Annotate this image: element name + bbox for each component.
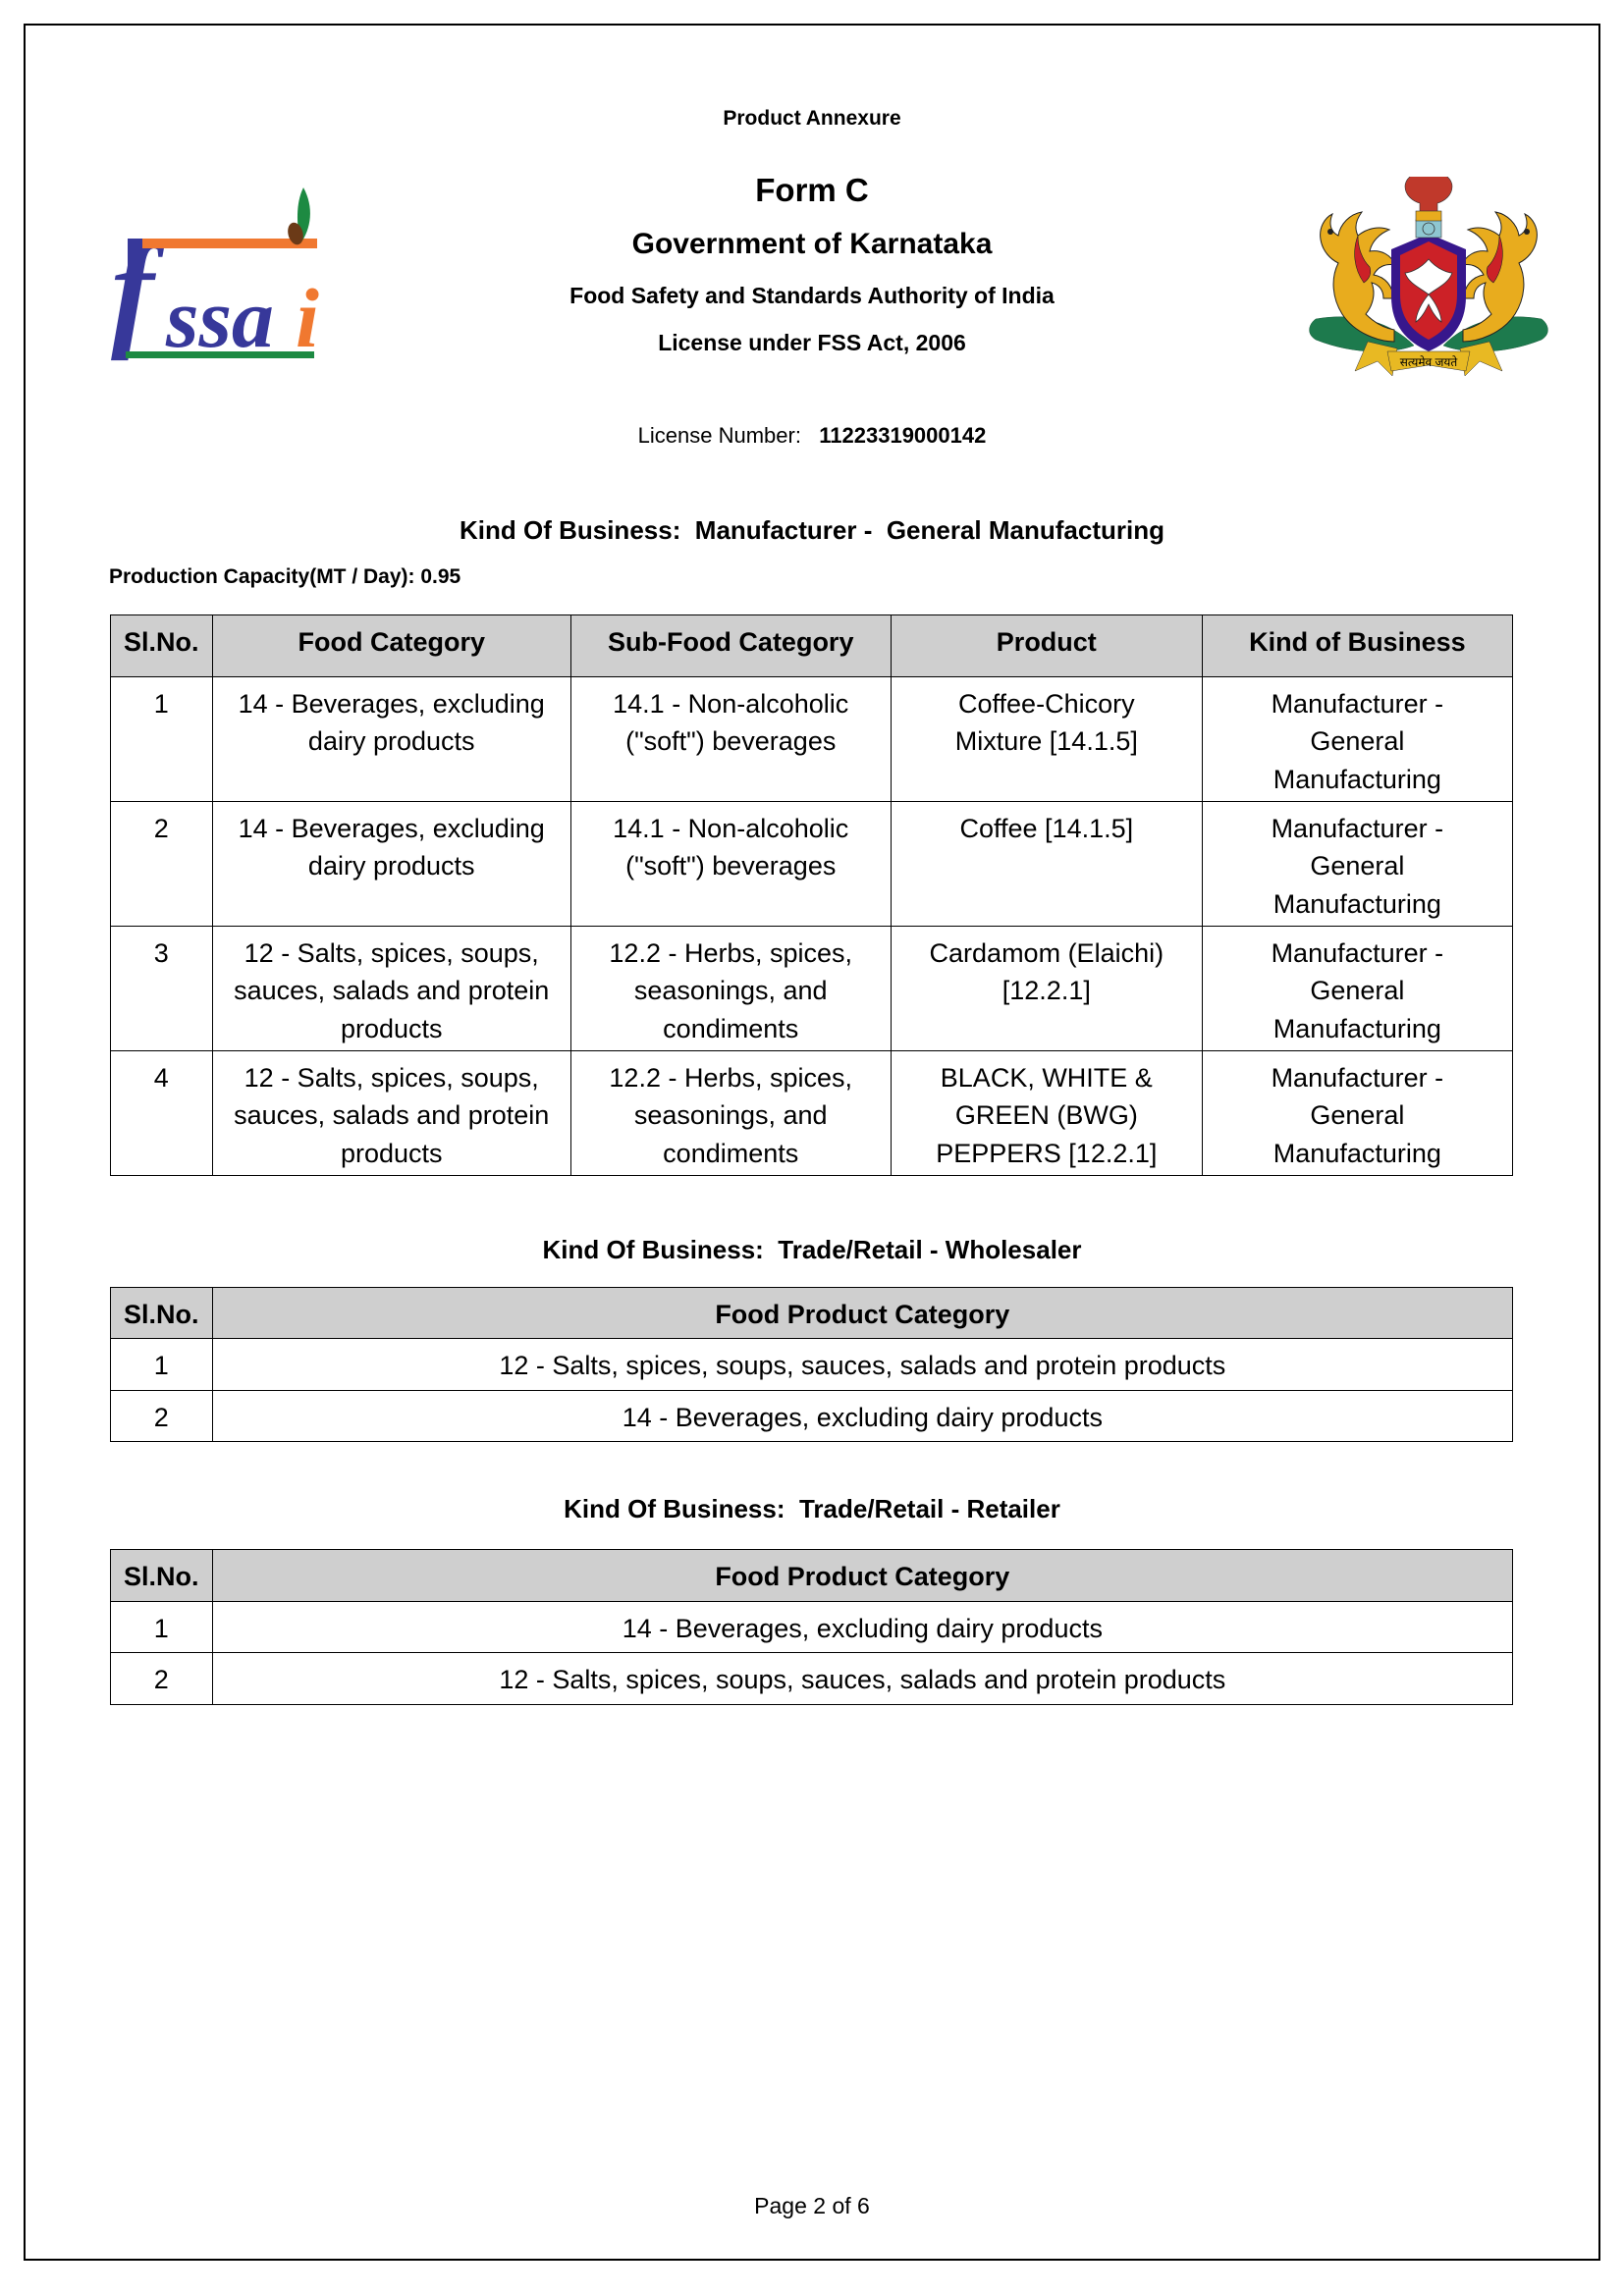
svg-text:सत्यमेव जयते: सत्यमेव जयते xyxy=(1400,355,1459,369)
